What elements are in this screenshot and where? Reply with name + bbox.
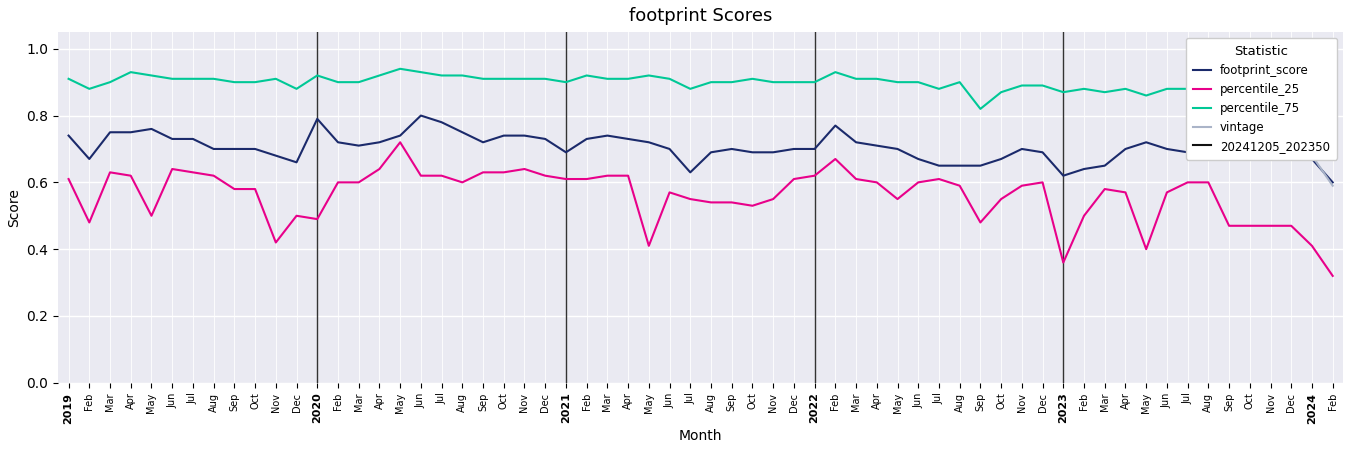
vintage [1304,153,1320,158]
percentile_25 [309,216,325,222]
percentile_75 [972,106,988,112]
X-axis label: Month: Month [679,429,722,443]
percentile_75 [413,69,429,75]
percentile_25 [848,176,864,182]
percentile_25 [703,200,720,205]
percentile_75 [703,80,720,85]
percentile_25 [165,166,181,172]
percentile_75 [1324,99,1341,105]
Y-axis label: Score: Score [7,188,22,227]
Title: footprint Scores: footprint Scores [629,7,772,25]
Line: percentile_75: percentile_75 [69,69,1332,109]
percentile_75 [165,76,181,81]
percentile_25 [61,176,77,182]
percentile_75 [61,76,77,81]
footprint_score [309,116,325,122]
Line: percentile_25: percentile_25 [69,142,1332,276]
footprint_score [1180,149,1196,155]
footprint_score [1324,180,1341,185]
Line: vintage: vintage [1312,156,1332,186]
vintage [1324,183,1341,189]
percentile_75 [392,66,408,72]
footprint_score [61,133,77,138]
Line: footprint_score: footprint_score [69,116,1332,182]
Legend: footprint_score, percentile_25, percentile_75, vintage, 20241205_202350: footprint_score, percentile_25, percenti… [1185,38,1336,160]
percentile_25 [1180,180,1196,185]
footprint_score [165,136,181,142]
percentile_75 [848,76,864,81]
percentile_25 [1324,273,1341,279]
footprint_score [392,133,408,138]
footprint_score [848,140,864,145]
footprint_score [703,149,720,155]
percentile_75 [1200,83,1216,88]
percentile_75 [309,73,325,78]
percentile_25 [392,140,408,145]
footprint_score [413,113,429,118]
percentile_25 [413,173,429,178]
